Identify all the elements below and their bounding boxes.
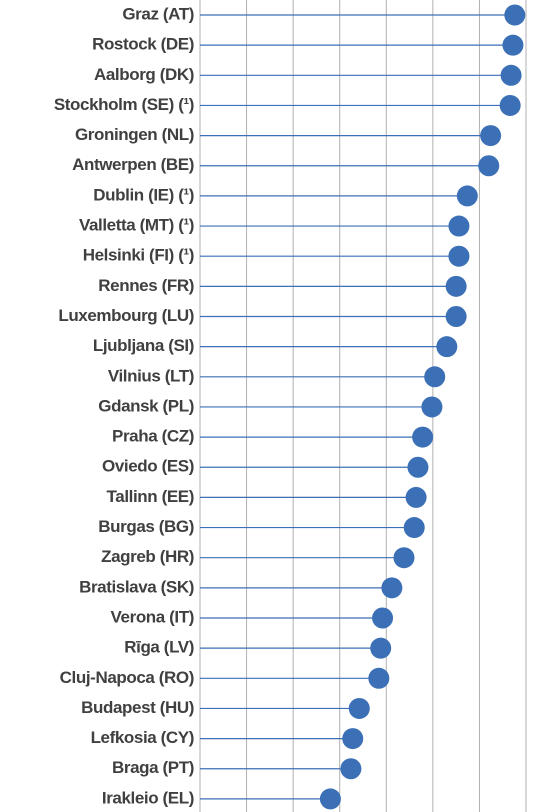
y-tick-label: Groningen (NL)	[75, 125, 194, 144]
y-tick-label: Helsinki (FI) (¹)	[83, 246, 194, 265]
y-tick-label: Lefkosia (CY)	[91, 728, 194, 747]
y-tick-label: Bratislava (SK)	[79, 577, 194, 596]
y-tick-label: Valletta (MT) (¹)	[79, 216, 194, 235]
dot	[502, 34, 524, 56]
y-tick-label: Braga (PT)	[112, 758, 194, 777]
y-tick-label: Vilnius (LT)	[108, 366, 194, 385]
dot	[370, 637, 392, 659]
dot	[348, 697, 370, 719]
dot	[393, 547, 415, 569]
dot	[445, 275, 467, 297]
y-tick-label: Budapest (HU)	[81, 698, 194, 717]
y-tick-label: Tallinn (EE)	[107, 487, 194, 506]
dot	[504, 4, 526, 26]
dot	[448, 215, 470, 237]
y-tick-label: Zagreb (HR)	[101, 547, 194, 566]
y-tick-label: Praha (CZ)	[112, 427, 194, 446]
y-tick-label: Rennes (FR)	[98, 276, 194, 295]
dot	[456, 185, 478, 207]
y-tick-label: Rostock (DE)	[92, 35, 194, 54]
y-tick-label: Dublin (IE) (¹)	[93, 185, 194, 204]
y-tick-label: Ljubljana (SI)	[93, 336, 194, 355]
dot	[342, 728, 364, 750]
dot	[340, 758, 362, 780]
dot	[412, 426, 434, 448]
y-tick-label: Luxembourg (LU)	[58, 306, 194, 325]
y-tick-label: Rīga (LV)	[124, 638, 194, 657]
y-tick-label: Aalborg (DK)	[94, 65, 194, 84]
dot	[405, 486, 427, 508]
y-tick-label: Graz (AT)	[122, 4, 194, 23]
y-tick-label: Irakleio (EL)	[102, 788, 194, 807]
dot	[436, 336, 458, 358]
dot	[368, 667, 390, 689]
y-tick-label: Verona (IT)	[111, 607, 194, 626]
dot	[499, 94, 521, 116]
dot	[478, 155, 500, 177]
dot	[448, 245, 470, 267]
dot	[403, 517, 425, 539]
y-tick-label: Antwerpen (BE)	[72, 155, 194, 174]
dot	[407, 456, 429, 478]
dot	[319, 788, 341, 810]
dot	[445, 306, 467, 327]
y-tick-label: Gdansk (PL)	[98, 396, 194, 415]
dot	[500, 64, 522, 86]
y-tick-label: Burgas (BG)	[98, 517, 194, 536]
dot	[372, 607, 394, 629]
y-tick-label: Stockholm (SE) (¹)	[54, 95, 194, 114]
dot	[421, 396, 443, 418]
dot	[424, 366, 446, 388]
y-tick-label: Cluj-Napoca (RO)	[60, 668, 194, 687]
dot	[480, 125, 502, 147]
y-tick-label: Oviedo (ES)	[102, 457, 194, 476]
dot	[381, 577, 403, 599]
